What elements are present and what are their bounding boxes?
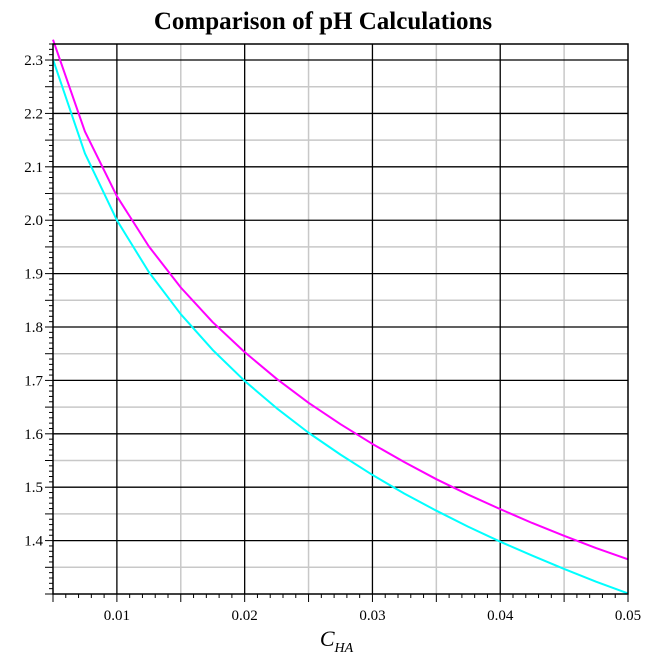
- y-tick-label: 2.1: [24, 160, 43, 176]
- y-tick-label: 1.8: [24, 320, 43, 336]
- plot-frame: [53, 44, 628, 594]
- series-layer: [53, 40, 628, 594]
- y-tick-label: 1.9: [24, 267, 43, 283]
- x-tick-label: 0.04: [487, 608, 514, 624]
- y-tick-label: 2.2: [24, 106, 43, 122]
- y-tick-label: 1.7: [24, 373, 43, 389]
- y-tick-label: 2.3: [24, 53, 43, 69]
- x-tick-label: 0.05: [615, 608, 641, 624]
- x-axis-label-subscript: HA: [334, 641, 354, 656]
- x-tick-label: 0.02: [232, 608, 258, 624]
- y-tick-label: 1.4: [24, 534, 43, 550]
- series-line-1: [53, 40, 628, 560]
- x-axis-label-main: C: [320, 626, 335, 651]
- y-tick-label: 1.5: [24, 480, 43, 496]
- x-tick-label: 0.03: [359, 608, 385, 624]
- y-tick-label: 2.0: [24, 213, 43, 229]
- minor-gridlines: [53, 44, 628, 594]
- x-tick-label: 0.01: [104, 608, 130, 624]
- x-axis-label: CHA: [320, 626, 354, 656]
- y-tick-label: 1.6: [24, 427, 43, 443]
- tick-marks: [45, 44, 628, 602]
- major-gridlines: [53, 44, 628, 594]
